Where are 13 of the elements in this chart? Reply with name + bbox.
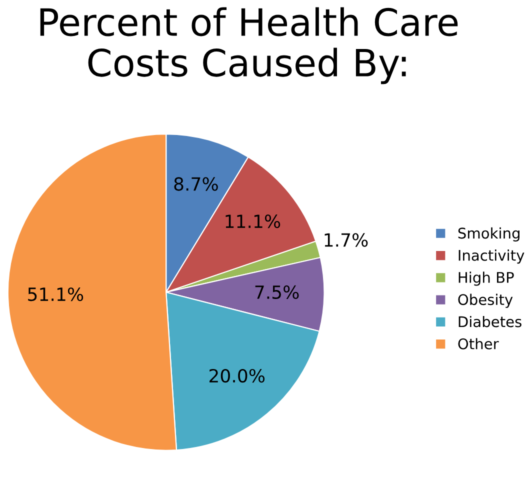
legend-label: High BP (458, 272, 514, 286)
legend-label: Inactivity (458, 250, 524, 264)
chart-title: Percent of Health Care Costs Caused By: (40, 7, 458, 84)
legend-label: Smoking (458, 227, 520, 242)
legend-label: Other (458, 338, 499, 350)
data-label: 11.1% (226, 214, 280, 228)
data-label: 51.1% (28, 287, 84, 302)
data-label: 7.5% (255, 285, 299, 300)
data-label: 1.7% (324, 233, 368, 247)
data-label: 20.0% (210, 368, 265, 383)
legend-label: Obesity (458, 294, 513, 308)
data-label: 8.7% (174, 177, 218, 191)
legend-label: Diabetes (458, 316, 522, 328)
